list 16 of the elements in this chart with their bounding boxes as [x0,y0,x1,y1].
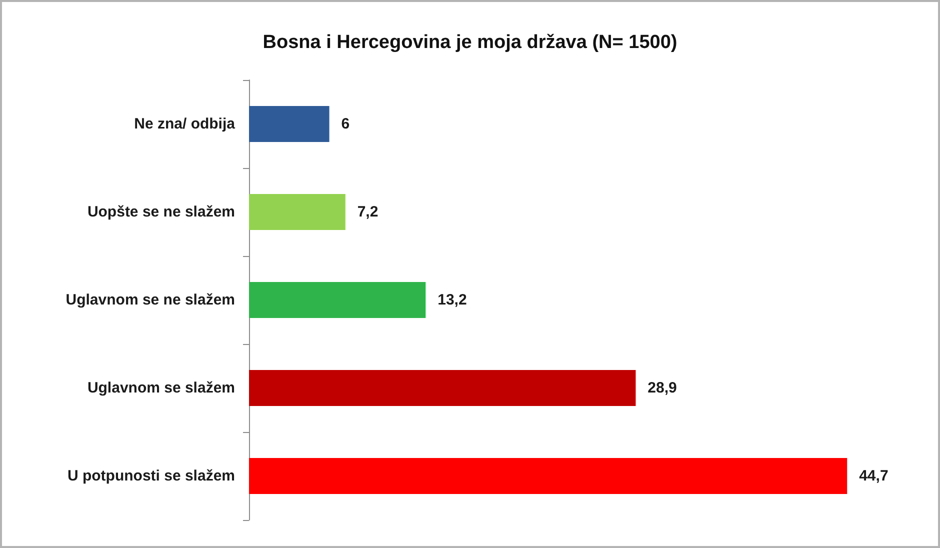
data-label: 7,2 [357,204,378,220]
bar [249,282,426,318]
chart-title: Bosna i Hercegovina je moja država (N= 1500) [262,32,678,53]
data-label: 6 [341,116,350,132]
y-tick-label: Uglavnom se slažem [87,380,235,396]
bar [249,370,636,406]
y-tick-label: Ne zna/ odbija [134,116,236,132]
y-tick-label: Uopšte se ne slažem [87,204,235,220]
data-label: 13,2 [438,292,467,308]
bar [249,106,330,142]
y-tick-label: Uglavnom se ne slažem [66,292,235,308]
data-label: 44,7 [859,468,888,484]
y-tick-label: U potpunosti se slažem [67,468,235,484]
data-label: 28,9 [648,380,677,396]
bar [249,458,848,494]
bar [249,194,346,230]
